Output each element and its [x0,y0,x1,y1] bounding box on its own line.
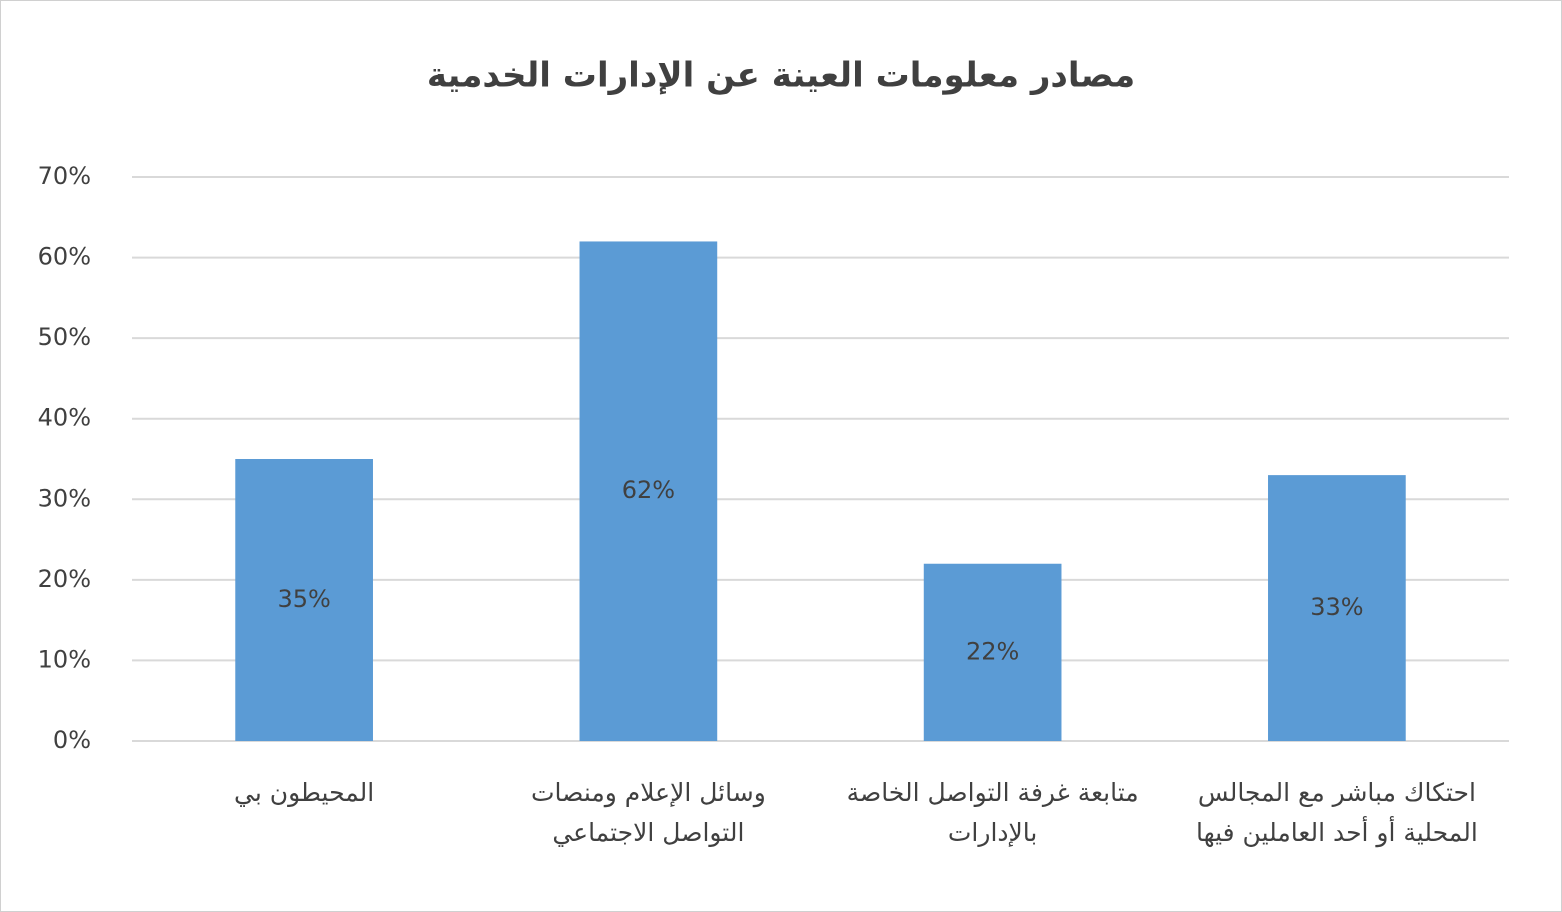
y-tick-label: 30% [38,484,91,512]
bar [579,241,718,741]
bar [923,563,1062,741]
bar [1268,475,1406,741]
y-tick-label: 40% [38,404,91,432]
y-tick-label: 20% [38,565,91,593]
data-label: 35% [277,585,330,613]
chart-title: مصادر معلومات العينة عن الإدارات الخدمية [427,56,1135,96]
y-tick-label: 0% [53,726,91,754]
y-tick-label: 60% [38,243,91,271]
y-tick-label: 50% [38,323,91,351]
x-tick-label: المحيطون بي [234,778,375,807]
data-label: 22% [966,637,1019,665]
y-tick-label: 10% [38,645,91,673]
y-tick-label: 70% [38,162,91,190]
bar [235,459,373,741]
x-tick-label: متابعة غرفة التواصل الخاصة بالإدارات [846,778,1139,847]
x-tick-label: وسائل الإعلام ومنصات التواصل الاجتماعي [530,778,766,847]
data-label: 62% [622,476,675,504]
x-tick-label: احتكاك مباشر مع المجالس المحلية أو أحد ا… [1195,778,1478,847]
data-label: 33% [1310,593,1363,621]
